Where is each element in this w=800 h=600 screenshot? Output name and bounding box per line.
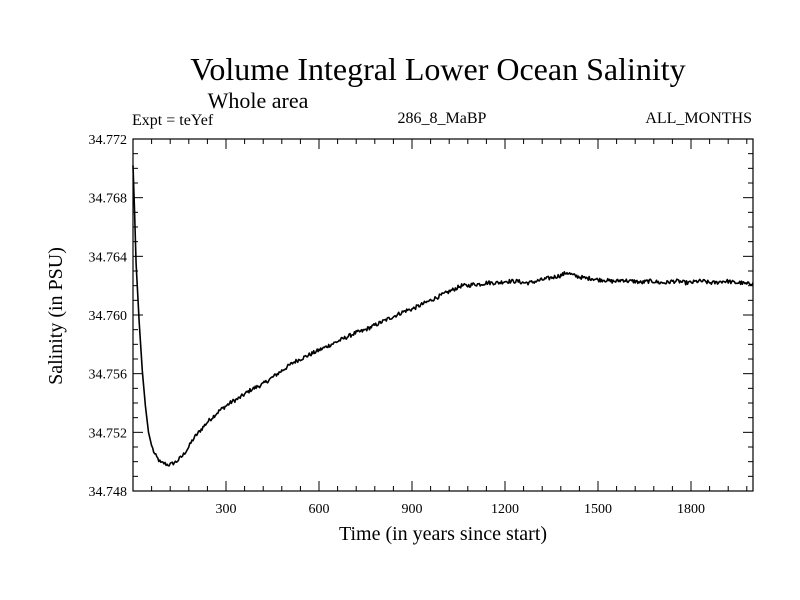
- y-tick-labels: 34.748 34.752 34.756 34.760 34.764 34.768 34.7…: [89, 133, 128, 500]
- y-tick-label: 34.752: [89, 426, 128, 441]
- experiment-label: Expt = teYef: [132, 112, 214, 129]
- chart-subtitle: Whole area: [208, 88, 309, 113]
- y-tick-label: 34.764: [89, 250, 128, 265]
- y-tick-label: 34.772: [89, 133, 128, 148]
- x-tick-label: 900: [402, 502, 423, 517]
- salinity-series-line: [132, 165, 754, 467]
- x-tick-labels: 300 600 900 1200 1500 1800: [216, 502, 706, 517]
- y-tick-label: 34.760: [89, 309, 128, 324]
- x-tick-label: 1500: [584, 502, 612, 517]
- y-axis: [133, 153, 753, 477]
- y-tick-label: 34.756: [89, 368, 128, 383]
- chart-title: Volume Integral Lower Ocean Salinity: [190, 51, 685, 87]
- x-tick-label: 1200: [491, 502, 519, 517]
- y-tick-label: 34.768: [89, 192, 128, 207]
- plot-frame: [132, 138, 754, 492]
- x-tick-label: 1800: [677, 502, 705, 517]
- x-axis-label: Time (in years since start): [339, 523, 547, 545]
- months-label: ALL_MONTHS: [645, 110, 752, 127]
- x-tick-label: 300: [216, 502, 237, 517]
- y-tick-label: 34.748: [89, 485, 128, 500]
- x-tick-label: 600: [309, 502, 330, 517]
- x-axis: [151, 139, 748, 491]
- y-axis-label: Salinity (in PSU): [45, 247, 67, 385]
- run-id-label: 286_8_MaBP: [398, 110, 487, 127]
